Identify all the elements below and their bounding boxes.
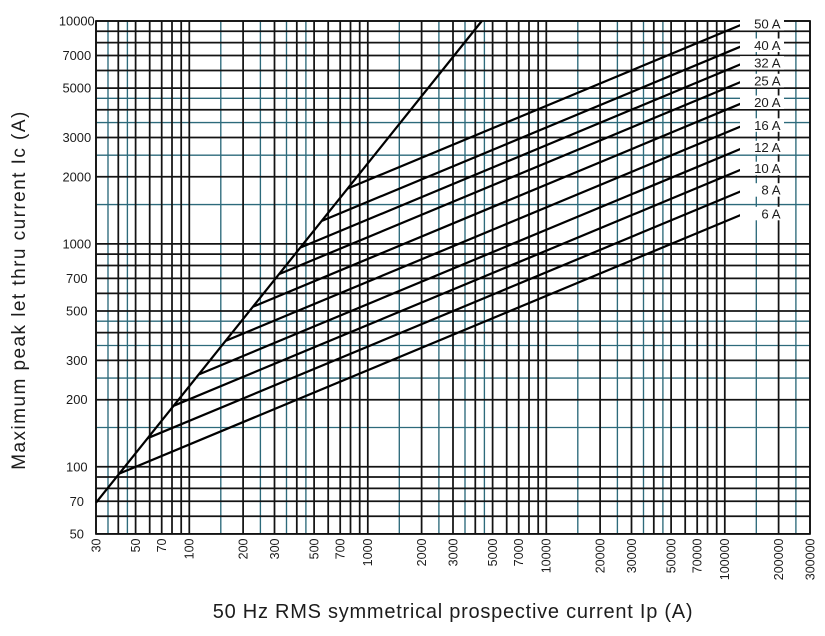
svg-text:5000: 5000 [62,81,91,96]
svg-text:100: 100 [183,538,197,559]
svg-text:Maximum peak let thru current: Maximum peak let thru current Ic (A) [9,110,30,469]
svg-text:50000: 50000 [664,538,678,573]
svg-text:1000: 1000 [361,538,375,566]
svg-text:3000: 3000 [62,130,91,145]
svg-text:300: 300 [268,538,282,559]
svg-text:500: 500 [66,304,88,319]
svg-text:3000: 3000 [446,538,460,566]
svg-text:40 A: 40 A [754,38,781,53]
svg-text:70: 70 [70,494,84,509]
svg-text:50 Hz RMS symmetrical prospect: 50 Hz RMS symmetrical prospective curren… [213,601,694,623]
svg-text:700: 700 [334,538,348,559]
svg-text:200: 200 [236,538,250,559]
svg-text:16 A: 16 A [754,118,781,133]
svg-text:100: 100 [66,459,88,474]
svg-text:5000: 5000 [486,538,500,566]
svg-text:200: 200 [66,392,88,407]
svg-text:6 A: 6 A [761,206,780,221]
svg-text:50 A: 50 A [754,16,781,31]
svg-text:7000: 7000 [512,538,526,566]
svg-text:25 A: 25 A [754,73,781,88]
svg-text:50: 50 [70,526,84,541]
svg-text:10 A: 10 A [754,161,781,176]
svg-text:300000: 300000 [803,538,817,580]
svg-text:1000: 1000 [62,236,91,251]
svg-text:2000: 2000 [415,538,429,566]
svg-text:32 A: 32 A [754,56,781,71]
svg-text:500: 500 [307,538,321,559]
svg-text:20 A: 20 A [754,95,781,110]
svg-text:2000: 2000 [62,169,91,184]
svg-text:30: 30 [89,538,103,552]
svg-text:70000: 70000 [691,538,705,573]
svg-text:12 A: 12 A [754,140,781,155]
svg-text:100000: 100000 [718,538,732,580]
svg-text:300: 300 [66,353,88,368]
svg-text:8 A: 8 A [761,183,780,198]
svg-text:10000: 10000 [540,538,554,573]
svg-text:50: 50 [129,538,143,552]
svg-text:20000: 20000 [593,538,607,573]
svg-text:10000: 10000 [59,14,95,29]
svg-text:30000: 30000 [625,538,639,573]
svg-text:70: 70 [155,538,169,552]
svg-text:200000: 200000 [772,538,786,580]
svg-text:700: 700 [66,271,88,286]
svg-text:7000: 7000 [62,48,91,63]
